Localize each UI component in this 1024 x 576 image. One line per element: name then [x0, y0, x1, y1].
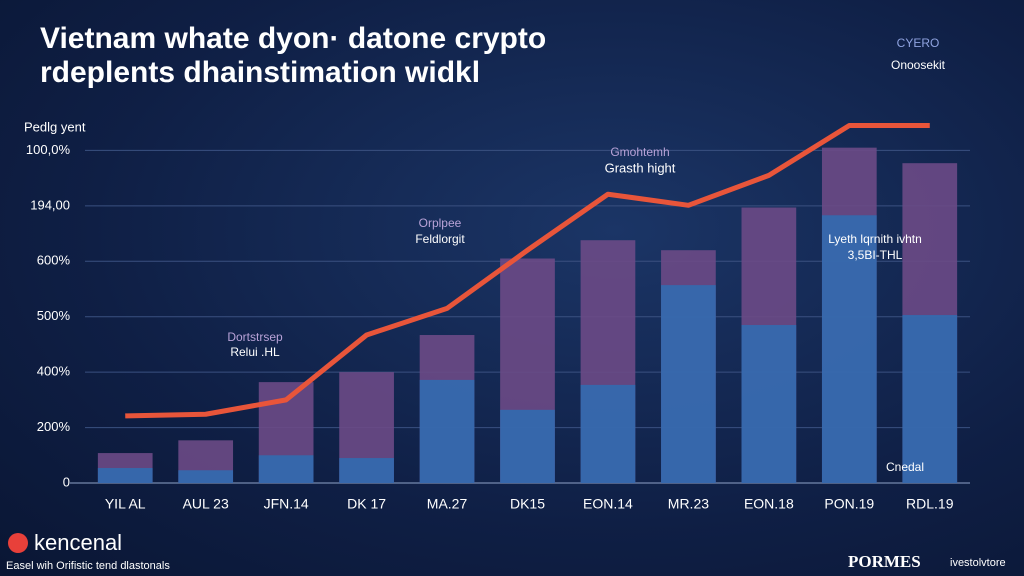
x-tick-label: DK 17 — [347, 496, 386, 512]
chart-title: Vietnam whate dyon· datone crypto rdeple… — [40, 22, 547, 89]
bar — [902, 315, 958, 483]
y-tick-label: 600% — [37, 253, 71, 268]
brand-icon — [8, 533, 28, 553]
bar — [258, 455, 314, 483]
x-tick-label: MR.23 — [668, 496, 709, 512]
bar — [821, 215, 877, 483]
annotation: Lyeth lqrnith ivhtn — [828, 232, 922, 246]
annotation: CYERO — [897, 36, 940, 50]
bar — [339, 458, 394, 483]
y-tick-label: 100,0% — [26, 142, 71, 157]
x-tick-label: YIL AL — [105, 496, 146, 512]
annotation: 3,5BI-THL — [848, 248, 903, 262]
bar — [500, 409, 555, 483]
x-tick-label: JFN.14 — [264, 496, 309, 512]
bar — [741, 325, 797, 483]
x-tick-label: AUL 23 — [183, 496, 229, 512]
bar — [580, 384, 636, 483]
line — [125, 122, 930, 419]
y-tick-label: 400% — [37, 364, 71, 379]
bar — [661, 285, 716, 483]
y-tick-label: 194,00 — [30, 197, 70, 212]
bar — [178, 470, 234, 483]
x-tick-label: DK15 — [510, 496, 545, 512]
y-tick-label: 500% — [37, 308, 71, 323]
x-tick-label: MA.27 — [427, 496, 468, 512]
brand: kencenal — [34, 530, 122, 555]
tagline: Easel wih Orifistic tend dlastonals — [6, 560, 170, 572]
annotation: Cnedal — [886, 460, 924, 474]
annotation: Feldlorgit — [415, 232, 465, 246]
y-tick-label: 0 — [63, 474, 70, 489]
y-tick-label: 200% — [37, 419, 71, 434]
annotation: Onoosekit — [891, 58, 946, 72]
footer-note: ivestolvtore — [950, 557, 1006, 569]
annotation: Dortstrsep — [227, 330, 283, 344]
annotation: Orplpee — [419, 216, 462, 230]
x-tick-label: RDL.19 — [906, 496, 954, 512]
x-tick-label: EON.14 — [583, 496, 633, 512]
x-tick-label: PON.19 — [824, 496, 874, 512]
bar — [419, 379, 475, 483]
bar — [97, 468, 153, 483]
annotation: Gmohtemh — [610, 145, 669, 159]
annotation: Relui .HL — [230, 345, 280, 359]
logo: PORMES — [848, 552, 921, 571]
y-axis-label: Pedlg yent — [24, 119, 86, 134]
annotation: Grasth hight — [605, 160, 676, 175]
x-tick-label: EON.18 — [744, 496, 794, 512]
